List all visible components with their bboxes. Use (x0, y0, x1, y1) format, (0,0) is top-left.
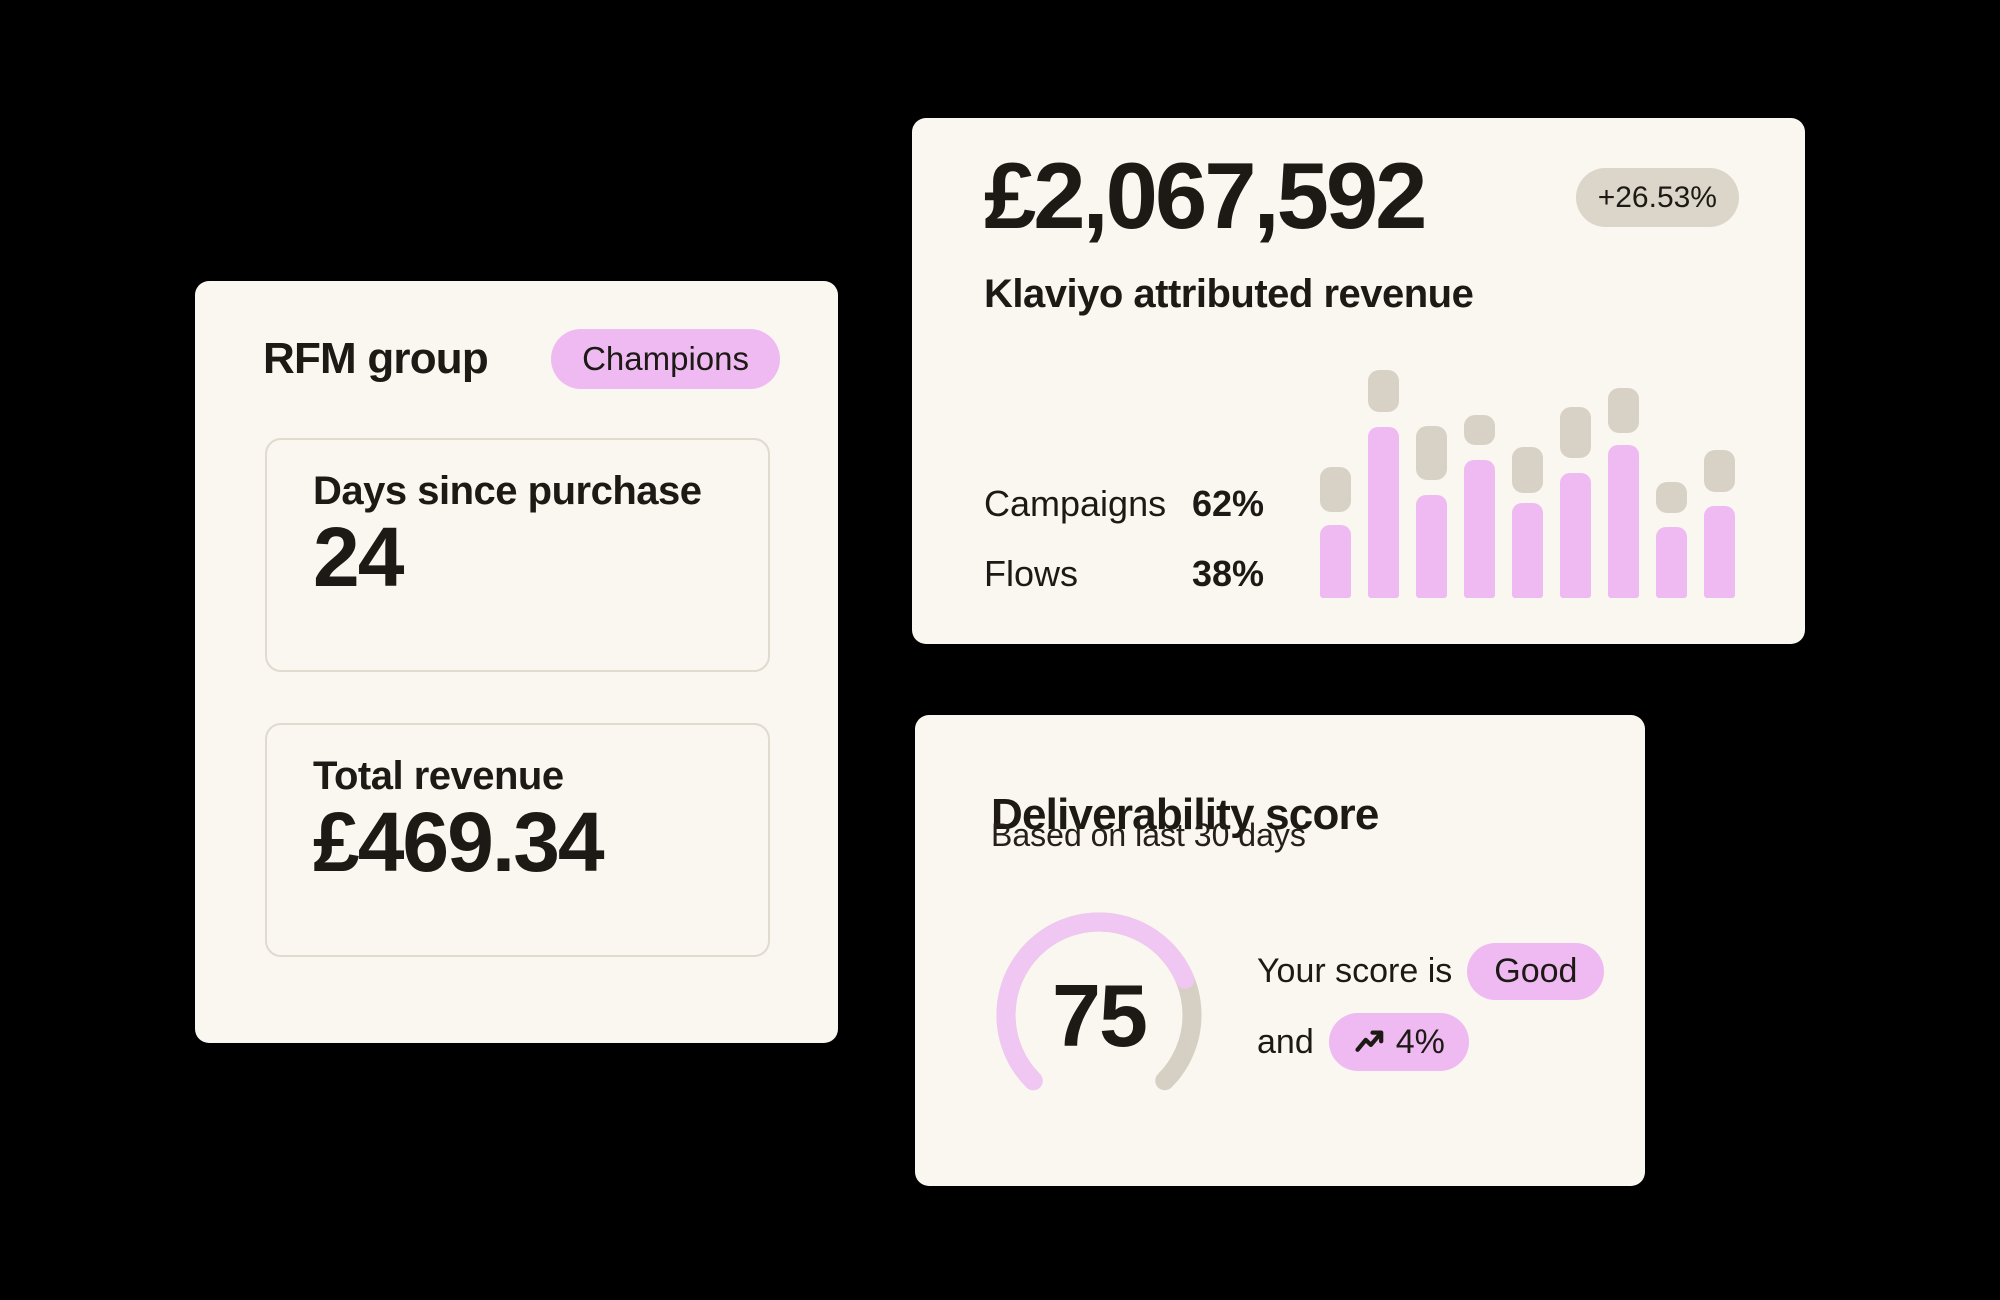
stat-label: Days since purchase (313, 469, 702, 513)
score-line-text: Your score is (1257, 952, 1453, 990)
score-text-block: Your score is Good and 4% (1257, 943, 1605, 1071)
beige-cap (1608, 388, 1639, 433)
trend-line: and 4% (1257, 1013, 1604, 1071)
deliverability-card: Deliverability score Based on last 30 da… (915, 715, 1645, 1186)
breakdown-label: Flows (984, 553, 1079, 594)
revenue-change-badge: +26.53% (1575, 168, 1739, 227)
pink-bar (1464, 460, 1495, 598)
rfm-card-title: RFM group (263, 334, 489, 383)
rfm-segment-badge: Champions (551, 329, 780, 389)
revenue-breakdown: Campaigns 62% Flows 38% (984, 482, 1264, 622)
breakdown-row-campaigns: Campaigns 62% (984, 482, 1264, 526)
bar-column (1608, 346, 1639, 598)
score-line: Your score is Good (1257, 943, 1605, 1000)
deliverability-subtitle: Based on last 30 days (991, 817, 1306, 853)
revenue-amount: £2,067,592 (984, 143, 1427, 248)
beige-cap (1656, 482, 1687, 513)
bar-column (1320, 346, 1351, 598)
bar-column (1656, 346, 1687, 598)
breakdown-label: Campaigns (984, 483, 1167, 524)
beige-cap (1320, 467, 1351, 512)
pink-bar (1656, 527, 1687, 598)
gauge-value-arc (996, 912, 1195, 1091)
pink-bar (1416, 495, 1447, 598)
beige-cap (1560, 407, 1591, 458)
beige-cap (1368, 370, 1399, 412)
attributed-revenue-card: £2,067,592 +26.53% Klaviyo attributed re… (912, 118, 1805, 644)
breakdown-value: 38% (1192, 553, 1265, 594)
stat-value: £469.34 (313, 795, 605, 889)
beige-cap (1512, 447, 1543, 493)
deliverability-title: Deliverability score (991, 789, 1379, 839)
bar-column (1560, 346, 1591, 598)
beige-cap (1464, 415, 1495, 445)
score-rating-badge: Good (1467, 943, 1605, 1000)
breakdown-value: 62% (1192, 483, 1265, 524)
stat-label: Total revenue (313, 754, 564, 798)
pink-bar (1704, 506, 1735, 598)
days-since-purchase-box: Days since purchase 24 (265, 438, 770, 672)
pink-bar (1560, 473, 1591, 598)
pink-bar (1368, 427, 1399, 598)
trend-badge-value: 4% (1395, 1022, 1445, 1061)
stat-value: 24 (313, 510, 404, 604)
score-trend-badge: 4% (1328, 1013, 1469, 1071)
total-revenue-box: Total revenue £469.34 (265, 723, 770, 957)
trending-up-icon (1355, 1030, 1384, 1052)
bar-column (1464, 346, 1495, 598)
bar-column (1416, 346, 1447, 598)
bar-column (1704, 346, 1735, 598)
bar-column (1512, 346, 1543, 598)
beige-cap (1704, 450, 1735, 492)
gauge-score-number: 75 (1052, 966, 1148, 1065)
pink-bar (1608, 445, 1639, 598)
score-gauge (996, 912, 1202, 1091)
breakdown-row-flows: Flows 38% (984, 552, 1264, 596)
revenue-caption: Klaviyo attributed revenue (984, 272, 1474, 316)
beige-cap (1416, 426, 1447, 480)
trend-line-text: and (1257, 1022, 1314, 1061)
bar-column (1368, 346, 1399, 598)
rfm-card-header: RFM group Champions (263, 327, 780, 391)
revenue-bar-chart (1320, 346, 1735, 598)
rfm-group-card: RFM group Champions Days since purchase … (195, 281, 838, 1043)
pink-bar (1512, 503, 1543, 598)
pink-bar (1320, 525, 1351, 598)
